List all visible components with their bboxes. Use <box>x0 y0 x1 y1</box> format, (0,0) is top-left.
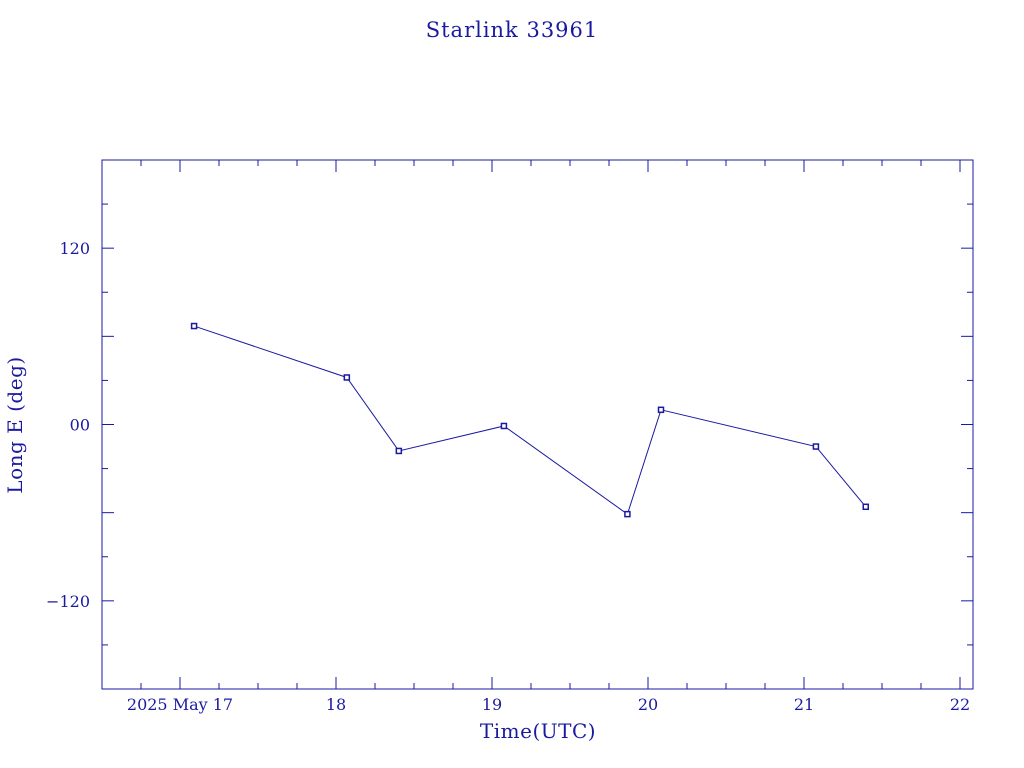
series-line <box>193 325 867 515</box>
y-tick-label: −120 <box>46 592 90 611</box>
y-tick-label: 00 <box>70 416 90 435</box>
x-tick-label: 20 <box>638 695 658 714</box>
x-tick-label: 18 <box>326 695 346 714</box>
x-axis-label: Time(UTC) <box>480 719 596 743</box>
plot-frame <box>101 159 974 690</box>
x-axis-tick-labels: 2025 May 17 18 19 20 21 22 <box>127 695 970 714</box>
y-axis-tick-labels: 120 00 −120 <box>46 239 90 611</box>
series-group <box>190 322 869 518</box>
x-tick-label: 19 <box>482 695 502 714</box>
x-tick-label: 2025 May 17 <box>127 695 233 714</box>
y-tick-label: 120 <box>59 239 90 258</box>
data-point <box>395 447 403 455</box>
data-point <box>343 374 351 381</box>
y-axis-ticks <box>102 159 973 690</box>
data-point <box>862 503 869 511</box>
data-point <box>190 322 198 330</box>
data-point <box>624 510 631 518</box>
x-axis-ticks <box>101 160 961 689</box>
chart-title: Starlink 33961 <box>426 18 599 42</box>
data-point <box>812 443 820 450</box>
x-tick-label: 21 <box>794 695 814 714</box>
data-point <box>500 422 508 430</box>
x-tick-label: 22 <box>950 695 970 714</box>
data-point <box>657 406 665 414</box>
y-axis-label: Long E (deg) <box>3 356 27 493</box>
